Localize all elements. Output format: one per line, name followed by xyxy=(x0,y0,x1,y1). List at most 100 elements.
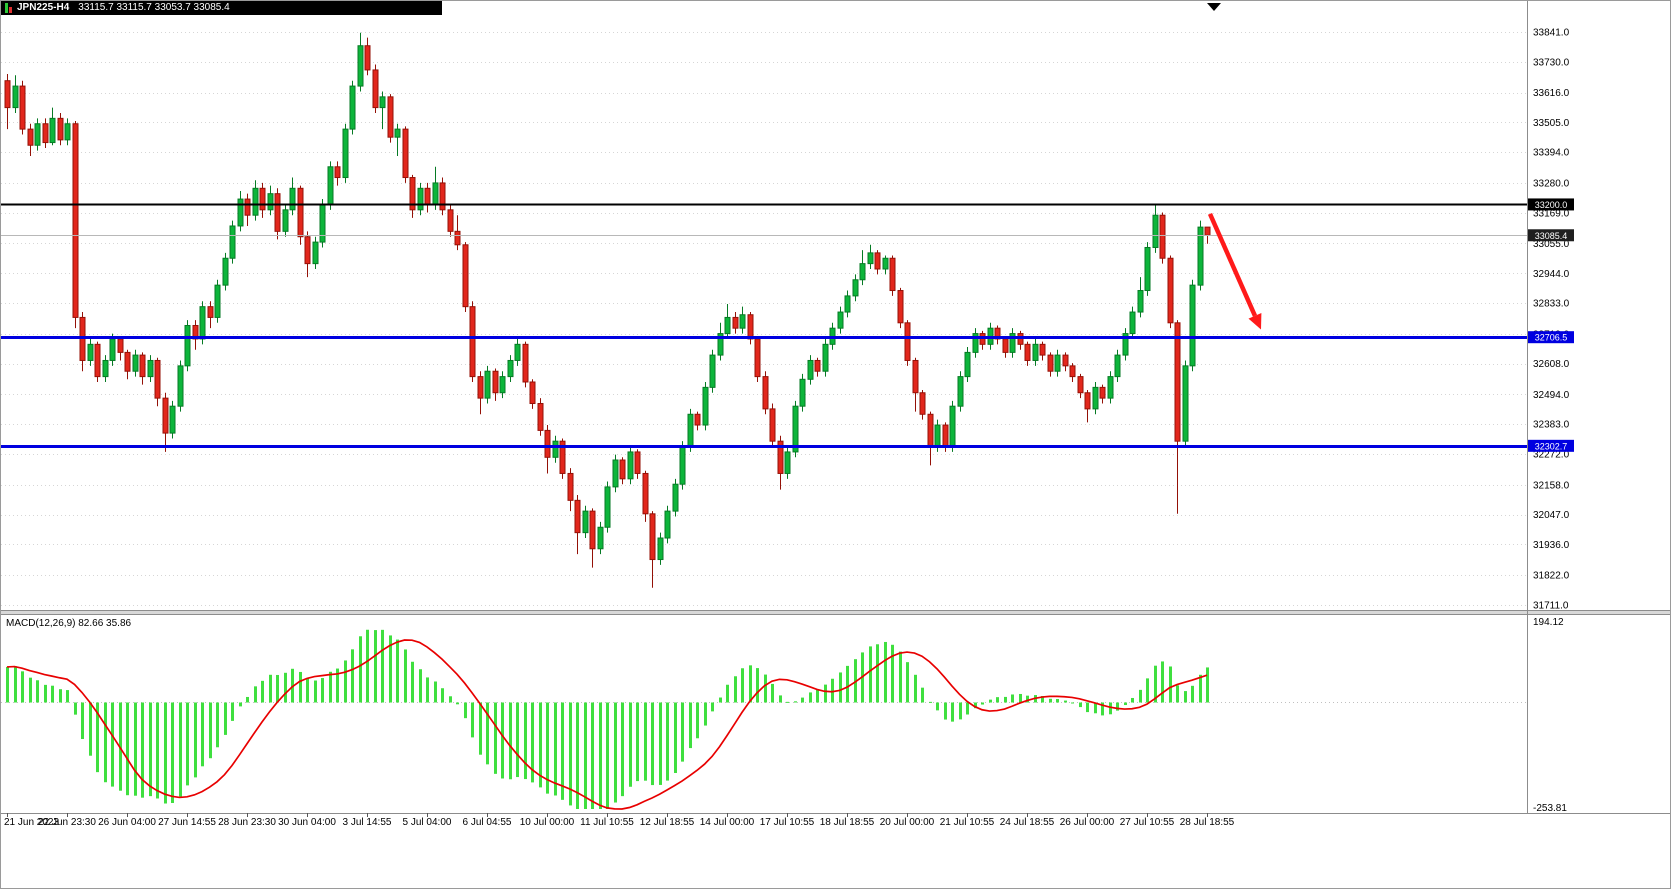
price-tick-label: 32608.0 xyxy=(1533,359,1570,370)
candle-body xyxy=(132,354,139,372)
candle-body xyxy=(777,440,784,474)
macd-histogram-bar xyxy=(846,665,849,703)
candle-body xyxy=(507,359,514,378)
price-tick-label: 33169.0 xyxy=(1533,208,1570,219)
macd-histogram-bar xyxy=(1094,702,1097,714)
candle-body xyxy=(867,252,874,265)
macd-histogram-bar xyxy=(314,680,317,703)
macd-histogram-bar xyxy=(1169,666,1172,703)
macd-histogram-bar xyxy=(51,685,54,703)
macd-histogram-bar xyxy=(1101,702,1104,716)
candle-body xyxy=(687,413,694,448)
price-tick-label: 33055.0 xyxy=(1533,239,1570,250)
price-tick-label: 31711.0 xyxy=(1533,601,1569,612)
candle-body xyxy=(717,333,724,356)
candle-body xyxy=(169,405,176,434)
candle-body xyxy=(724,316,731,335)
candle-body xyxy=(657,537,664,561)
arrow-annotation-head[interactable] xyxy=(1248,313,1262,330)
time-tick-label: 27 Jun 14:55 xyxy=(158,817,216,828)
macd-histogram-bar xyxy=(869,646,872,703)
candle-body xyxy=(559,440,566,474)
time-tick-label: 10 Jul 00:00 xyxy=(520,817,575,828)
macd-histogram-bar xyxy=(479,702,482,755)
candle-body xyxy=(1047,354,1054,372)
candle-body xyxy=(1032,343,1039,361)
macd-histogram-bar xyxy=(501,702,504,779)
candle-body xyxy=(1137,290,1144,313)
candle-body xyxy=(1144,246,1151,292)
macd-histogram-bar xyxy=(794,701,797,703)
candle-body xyxy=(904,322,911,361)
candle-body xyxy=(117,338,124,353)
macd-histogram-bar xyxy=(1161,661,1164,703)
chart-shift-marker-icon[interactable] xyxy=(1207,3,1221,11)
macd-histogram-bar xyxy=(456,702,459,705)
macd-histogram-bar xyxy=(689,702,692,749)
candle-body xyxy=(154,359,161,399)
candle-body xyxy=(949,405,956,448)
candle-body xyxy=(387,96,394,138)
price-tick-label: 33394.0 xyxy=(1533,148,1570,159)
candle-body xyxy=(859,263,866,281)
candle-body xyxy=(589,510,596,550)
macd-histogram-bar xyxy=(974,702,977,709)
macd-histogram-bar xyxy=(659,702,662,785)
candle-body xyxy=(784,451,791,474)
macd-histogram-bar xyxy=(254,686,257,703)
macd-histogram-bar xyxy=(621,702,624,797)
macd-histogram-bar xyxy=(711,702,714,712)
candle-body xyxy=(334,166,341,179)
candle-body xyxy=(424,187,431,205)
candle-body xyxy=(379,96,386,109)
macd-histogram-bar xyxy=(1049,698,1052,703)
candle-body xyxy=(957,376,964,407)
macd-histogram-bar xyxy=(239,702,242,707)
candle-body xyxy=(102,359,109,378)
macd-histogram-bar xyxy=(996,697,999,703)
candle-body xyxy=(267,193,274,211)
candle-body xyxy=(822,343,829,372)
candle-body xyxy=(372,69,379,109)
macd-histogram-bar xyxy=(719,697,722,703)
candle-body xyxy=(274,193,281,232)
macd-histogram-bar xyxy=(44,684,47,703)
macd-histogram-bar xyxy=(1139,689,1142,703)
macd-histogram-bar xyxy=(276,674,279,703)
macd-histogram-bar xyxy=(411,661,414,703)
candle-body xyxy=(462,244,469,308)
macd-histogram-bar xyxy=(981,702,984,705)
candle-body xyxy=(357,45,364,87)
candle-body xyxy=(87,343,94,361)
macd-histogram-bar xyxy=(426,677,429,703)
candle-body xyxy=(612,459,619,488)
candle-body xyxy=(972,333,979,353)
candle-body xyxy=(522,343,529,383)
macd-histogram-bar xyxy=(389,635,392,703)
candle-body xyxy=(477,376,484,399)
candle-body xyxy=(1122,333,1129,356)
candle-body xyxy=(312,241,319,265)
candle-body xyxy=(64,123,71,141)
candle-body xyxy=(94,343,101,378)
macd-signal-line xyxy=(6,639,1208,810)
macd-histogram-bar xyxy=(584,702,587,809)
panel-divider[interactable] xyxy=(1,610,1671,614)
time-tick-label: 5 Jul 04:00 xyxy=(403,817,452,828)
candle-body xyxy=(649,513,656,561)
price-badge xyxy=(1528,198,1574,211)
time-tick-label: 6 Jul 04:55 xyxy=(463,817,512,828)
time-tick-label: 11 Jul 10:55 xyxy=(580,817,634,828)
price-badge-label: 33085.4 xyxy=(1535,231,1568,241)
candle-body xyxy=(709,354,716,388)
candle-body xyxy=(394,128,401,138)
time-tick-label: 3 Jul 14:55 xyxy=(343,817,392,828)
candle-body xyxy=(1092,386,1099,410)
candle-body xyxy=(1039,343,1046,356)
price-badge-label: 32302.7 xyxy=(1535,441,1568,451)
arrow-annotation-shaft[interactable] xyxy=(1207,212,1258,317)
price-badge xyxy=(1528,439,1574,452)
macd-histogram-bar xyxy=(246,696,249,703)
macd-histogram-bar xyxy=(351,649,354,703)
